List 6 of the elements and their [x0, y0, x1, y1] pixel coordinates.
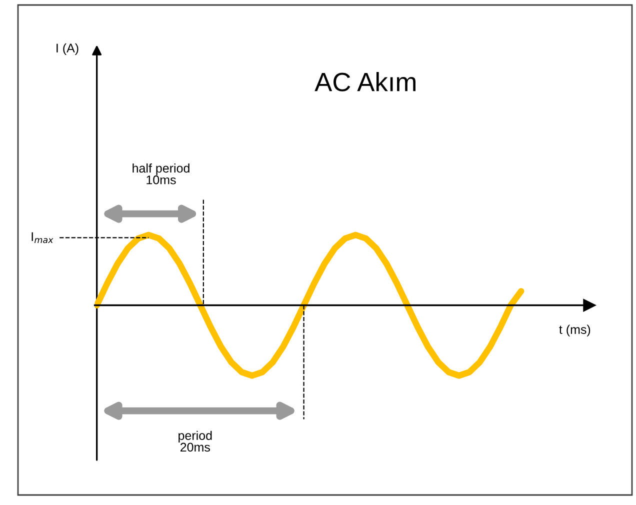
text: I$_{max}$	[32, 232, 54, 244]
text: period 20ms	[178, 430, 212, 452]
text: half period 10ms	[132, 163, 190, 184]
text: I (A)	[56, 43, 78, 55]
chart-title: AC Akım	[314, 72, 416, 92]
x-axis-title: t (ms)	[559, 324, 590, 336]
